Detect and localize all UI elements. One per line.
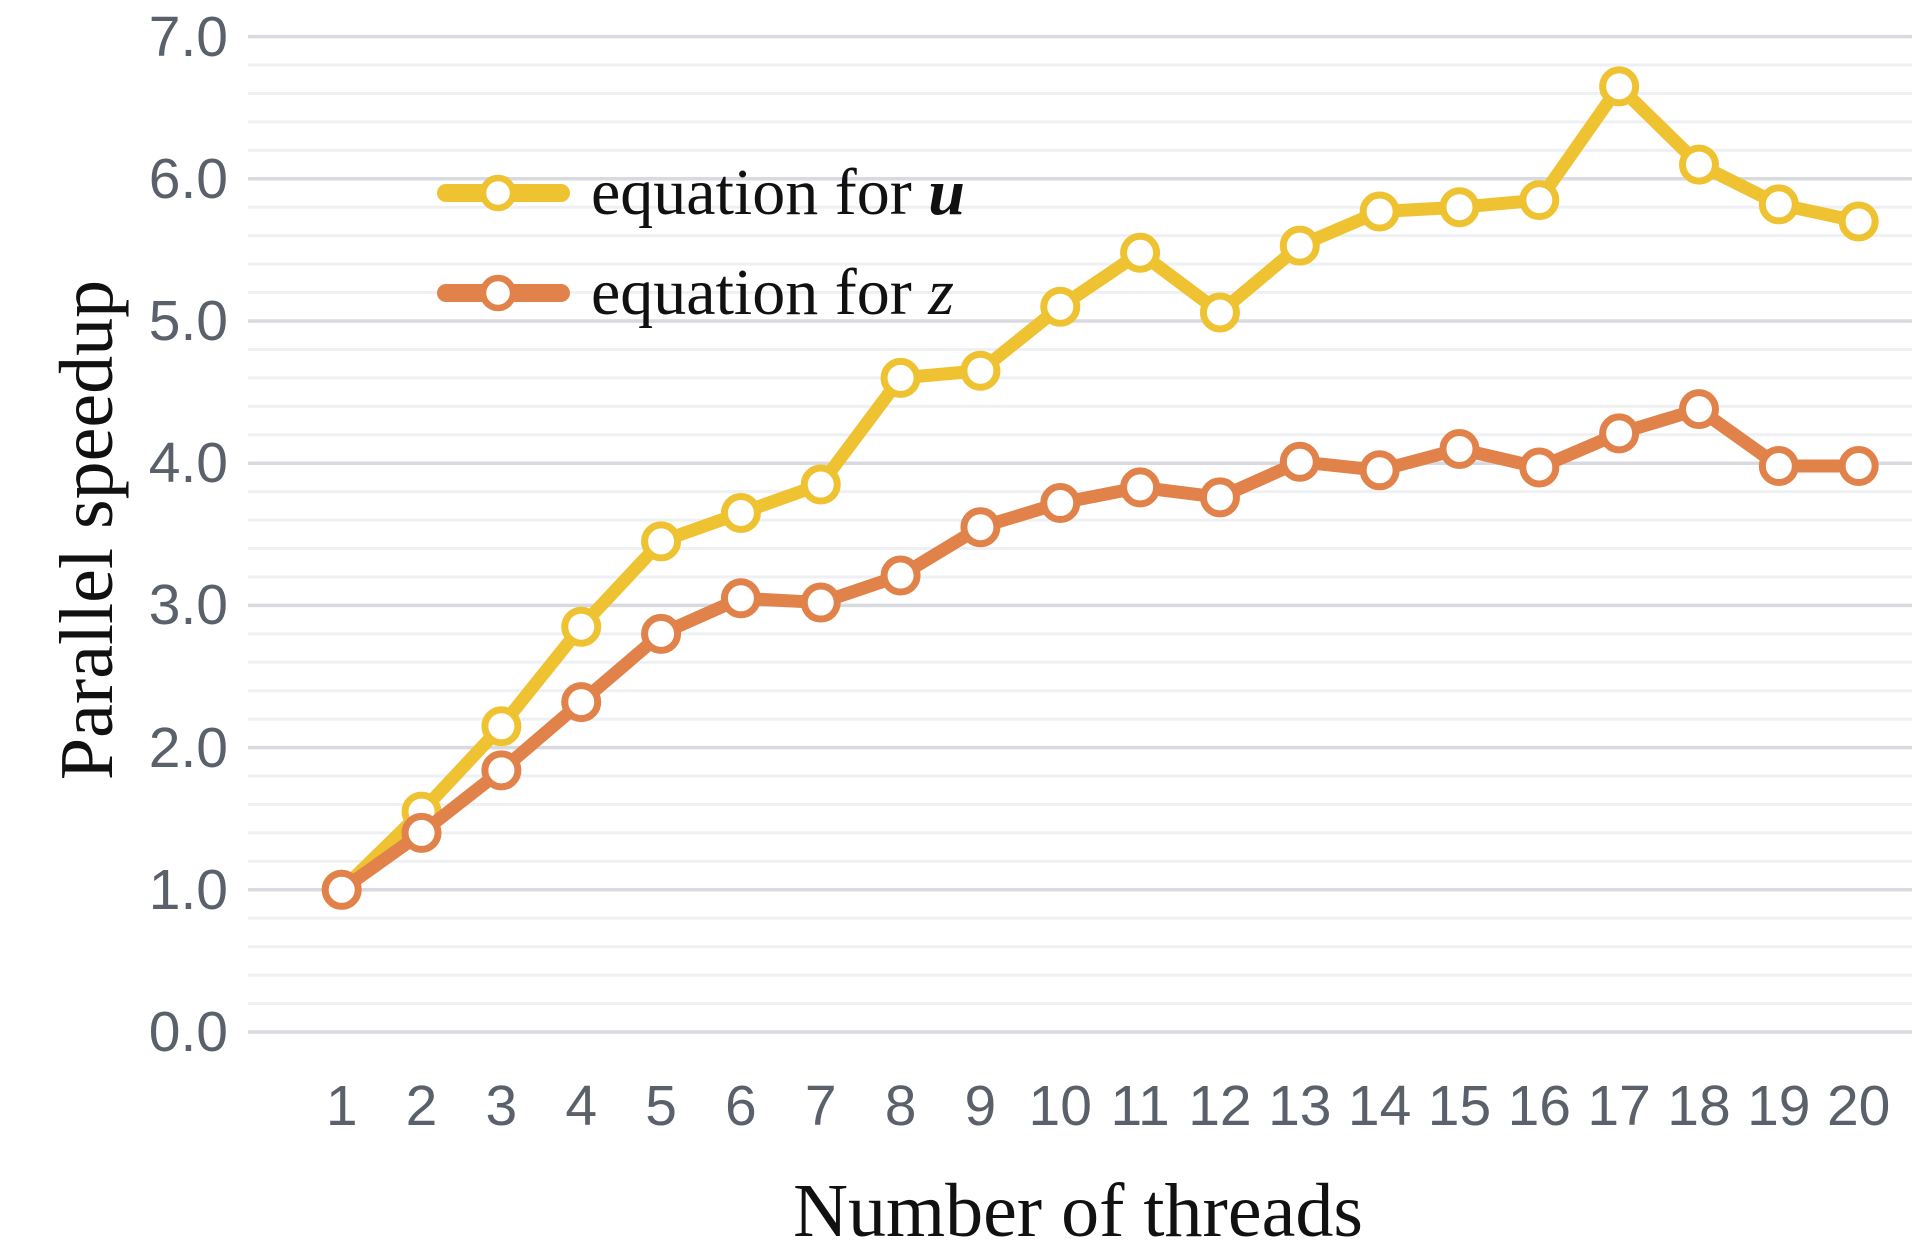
data-point-z-11 <box>1120 467 1161 508</box>
data-point-u-3 <box>481 706 522 747</box>
data-point-u-18 <box>1678 144 1719 185</box>
data-point-u-8 <box>880 357 921 398</box>
data-point-u-15 <box>1439 187 1480 228</box>
data-point-u-16 <box>1519 180 1560 221</box>
y-tick-label-1.0: 1.0 <box>148 857 228 922</box>
x-tick-label-16: 16 <box>1507 1074 1571 1138</box>
y-axis-title: Parallel speedup <box>45 279 129 781</box>
data-point-u-6 <box>720 492 761 533</box>
data-point-z-6 <box>720 578 761 619</box>
data-point-z-16 <box>1519 447 1560 488</box>
data-point-u-17 <box>1599 66 1640 107</box>
y-tick-label-7.0: 7.0 <box>148 4 228 69</box>
data-point-u-14 <box>1359 191 1400 232</box>
x-tick-label-12: 12 <box>1188 1074 1252 1138</box>
x-tick-label-2: 2 <box>405 1074 438 1138</box>
data-point-u-5 <box>641 521 682 562</box>
data-point-z-2 <box>401 812 442 853</box>
data-point-u-4 <box>561 606 602 647</box>
data-point-z-8 <box>880 555 921 596</box>
data-point-z-10 <box>1040 483 1081 524</box>
legend-label-u: equation for u <box>591 156 965 229</box>
y-tick-label-6.0: 6.0 <box>148 146 228 211</box>
y-tick-label-4.0: 4.0 <box>148 431 228 496</box>
x-tick-label-6: 6 <box>725 1074 757 1138</box>
legend-label-z: equation for z <box>591 256 954 329</box>
x-tick-label-11: 11 <box>1110 1074 1170 1138</box>
data-point-z-19 <box>1758 446 1799 487</box>
x-tick-label-18: 18 <box>1667 1074 1731 1138</box>
legend-item-z: equation for z <box>436 256 954 329</box>
data-point-u-19 <box>1758 184 1799 225</box>
data-point-z-1 <box>321 869 362 910</box>
x-tick-label-7: 7 <box>804 1074 837 1138</box>
data-point-u-9 <box>960 350 1001 391</box>
x-tick-label-15: 15 <box>1427 1074 1492 1138</box>
x-tick-label-1: 1 <box>325 1074 358 1138</box>
data-point-z-12 <box>1199 477 1240 518</box>
data-point-z-4 <box>561 682 602 723</box>
y-tick-label-2.0: 2.0 <box>148 715 228 780</box>
data-point-z-17 <box>1599 413 1640 454</box>
x-tick-label-5: 5 <box>645 1074 677 1138</box>
x-tick-label-9: 9 <box>964 1074 997 1138</box>
data-point-u-7 <box>800 464 841 505</box>
data-point-u-11 <box>1120 232 1161 273</box>
data-point-u-13 <box>1279 225 1320 266</box>
x-tick-label-3: 3 <box>485 1074 518 1138</box>
y-tick-label-0.0: 0.0 <box>148 1000 228 1064</box>
x-tick-label-14: 14 <box>1347 1074 1412 1138</box>
data-point-z-14 <box>1359 450 1400 491</box>
data-point-u-10 <box>1040 286 1081 327</box>
x-tick-label-20: 20 <box>1826 1074 1891 1138</box>
data-point-z-20 <box>1838 446 1879 487</box>
y-tick-label-3.0: 3.0 <box>148 573 228 638</box>
x-tick-label-10: 10 <box>1028 1074 1092 1138</box>
legend-marker-z <box>437 274 570 312</box>
data-point-u-20 <box>1838 201 1879 242</box>
x-tick-label-13: 13 <box>1268 1074 1332 1138</box>
data-point-z-13 <box>1279 441 1320 482</box>
data-point-z-18 <box>1678 389 1719 430</box>
legend-marker-u <box>437 174 570 212</box>
x-tick-label-8: 8 <box>884 1074 917 1138</box>
data-point-u-12 <box>1199 292 1240 333</box>
data-point-z-7 <box>800 582 841 623</box>
data-point-z-3 <box>481 750 522 791</box>
data-point-z-9 <box>960 507 1001 548</box>
x-tick-label-19: 19 <box>1747 1074 1811 1138</box>
data-point-z-15 <box>1439 428 1480 469</box>
x-tick-label-17: 17 <box>1587 1074 1651 1138</box>
legend-item-u: equation for u <box>436 156 965 229</box>
x-axis-title: Number of threads <box>793 1169 1363 1253</box>
data-point-z-5 <box>641 613 682 654</box>
x-tick-label-4: 4 <box>565 1074 598 1138</box>
y-tick-label-5.0: 5.0 <box>148 289 228 353</box>
